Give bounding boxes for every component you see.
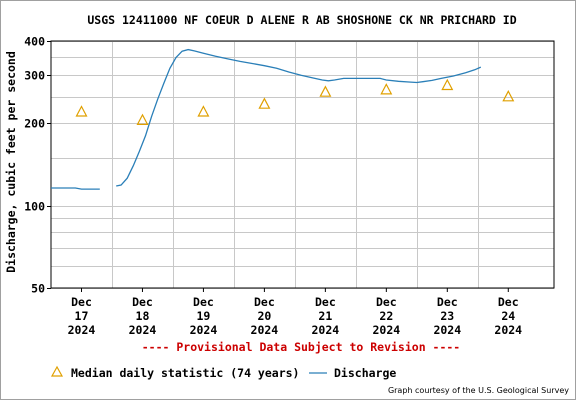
- y-tick-label: 200: [24, 117, 45, 131]
- y-axis-label: Discharge, cubic feet per second: [4, 51, 18, 273]
- y-tick-label: 100: [24, 200, 45, 214]
- y-tick-label: 400: [24, 35, 45, 49]
- chart-title: USGS 12411000 NF COEUR D ALENE R AB SHOS…: [87, 13, 516, 27]
- legend-median-marker: [50, 365, 64, 377]
- x-tick-label: Dec 21 2024: [312, 295, 340, 337]
- median-marker: [380, 83, 393, 95]
- x-tick-label: Dec 24 2024: [494, 295, 522, 337]
- x-tick-label: Dec 23 2024: [433, 295, 461, 337]
- x-axis-ticks: Dec 17 2024 Dec 18 2024 Dec 19 2024 Dec 20 2024 Dec 2…: [68, 288, 522, 337]
- x-tick-label: Dec 19 2024: [190, 295, 218, 337]
- median-marker: [136, 113, 149, 126]
- x-tick-label: Dec 20 2024: [251, 295, 279, 337]
- x-tick-label: Dec 22 2024: [372, 295, 400, 337]
- legend: Median daily statistic (74 years) Discha…: [50, 365, 396, 380]
- plot-area: [50, 40, 555, 289]
- y-axis-ticks: 50 100 200 300 400: [24, 35, 51, 296]
- median-marker: [502, 90, 515, 102]
- discharge-line: [116, 48, 482, 187]
- median-marker: [319, 85, 332, 97]
- x-tick-label: Dec 17 2024: [68, 295, 96, 337]
- median-marker: [258, 97, 271, 109]
- x-tick-label: Dec 18 2024: [129, 295, 157, 337]
- median-marker: [197, 105, 210, 117]
- median-marker: [441, 78, 454, 91]
- y-tick-label: 50: [31, 282, 45, 296]
- credit-note: Graph courtesy of the U.S. Geological Su…: [388, 386, 569, 395]
- grid-lines: [51, 41, 554, 289]
- legend-discharge-label: Discharge: [334, 366, 396, 380]
- series-layer: [51, 48, 515, 190]
- discharge-line: [51, 187, 100, 190]
- provisional-note: ---- Provisional Data Subject to Revisio…: [142, 340, 461, 354]
- legend-median-label: Median daily statistic (74 years): [71, 366, 299, 380]
- median-marker: [75, 105, 88, 117]
- y-tick-label: 300: [24, 69, 45, 83]
